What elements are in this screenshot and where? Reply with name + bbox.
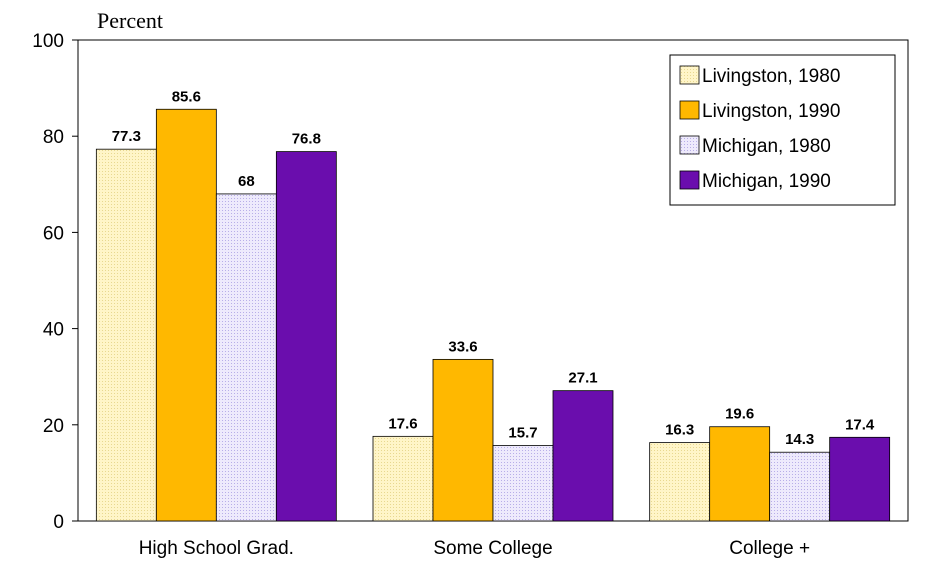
legend-label: Michigan, 1980 (702, 136, 831, 157)
bar (155, 108, 217, 522)
legend-swatch (679, 170, 700, 190)
data-label: 15.7 (508, 424, 537, 441)
bar (432, 358, 494, 522)
legend-box (669, 54, 896, 206)
legend-swatch (679, 135, 700, 155)
legend-label: Livingston, 1980 (702, 66, 840, 87)
data-label: 68 (238, 173, 255, 190)
bar (709, 426, 771, 522)
x-category-label: High School Grad. (139, 538, 294, 559)
bar (649, 442, 711, 522)
bar (769, 451, 831, 522)
data-label: 76.8 (292, 131, 321, 148)
x-category-label: College + (729, 538, 810, 559)
legend-swatch (679, 100, 700, 120)
y-tick-label: 20 (43, 416, 64, 437)
legend: Livingston, 1980 Livingston, 1990 Michigan… (669, 54, 896, 206)
y-axis: 0 20 40 60 80 100 (32, 31, 78, 533)
data-label: 17.6 (388, 415, 417, 432)
data-label: 33.6 (448, 338, 477, 355)
data-label: 77.3 (112, 128, 141, 145)
y-tick-label: 60 (43, 223, 64, 244)
data-label: 85.6 (172, 88, 201, 105)
data-label: 19.6 (725, 406, 754, 423)
bars (95, 108, 891, 522)
data-labels: 77.3 85.6 68 76.8 17.6 33.6 15.7 27.1 16.3 19.6 14… (112, 88, 875, 448)
legend-label: Michigan, 1990 (702, 171, 831, 192)
y-tick-label: 40 (43, 320, 64, 341)
legend-swatch (679, 65, 700, 85)
y-axis-label: Percent (97, 8, 163, 33)
bar (275, 151, 337, 522)
y-tick-label: 0 (53, 512, 64, 533)
data-label: 27.1 (568, 370, 597, 387)
data-label: 16.3 (665, 422, 694, 439)
x-category-label: Some College (433, 538, 552, 559)
x-axis: High School Grad. Some College College + (139, 538, 810, 559)
data-label: 17.4 (845, 416, 875, 433)
legend-label: Livingston, 1990 (702, 101, 840, 122)
bar (95, 148, 157, 522)
data-label: 14.3 (785, 431, 814, 448)
y-tick-label: 80 (43, 127, 64, 148)
bar (552, 390, 614, 522)
bar (215, 193, 277, 522)
bar (372, 435, 434, 522)
bar (492, 445, 554, 522)
bar (829, 436, 891, 522)
y-tick-label: 100 (32, 31, 64, 52)
